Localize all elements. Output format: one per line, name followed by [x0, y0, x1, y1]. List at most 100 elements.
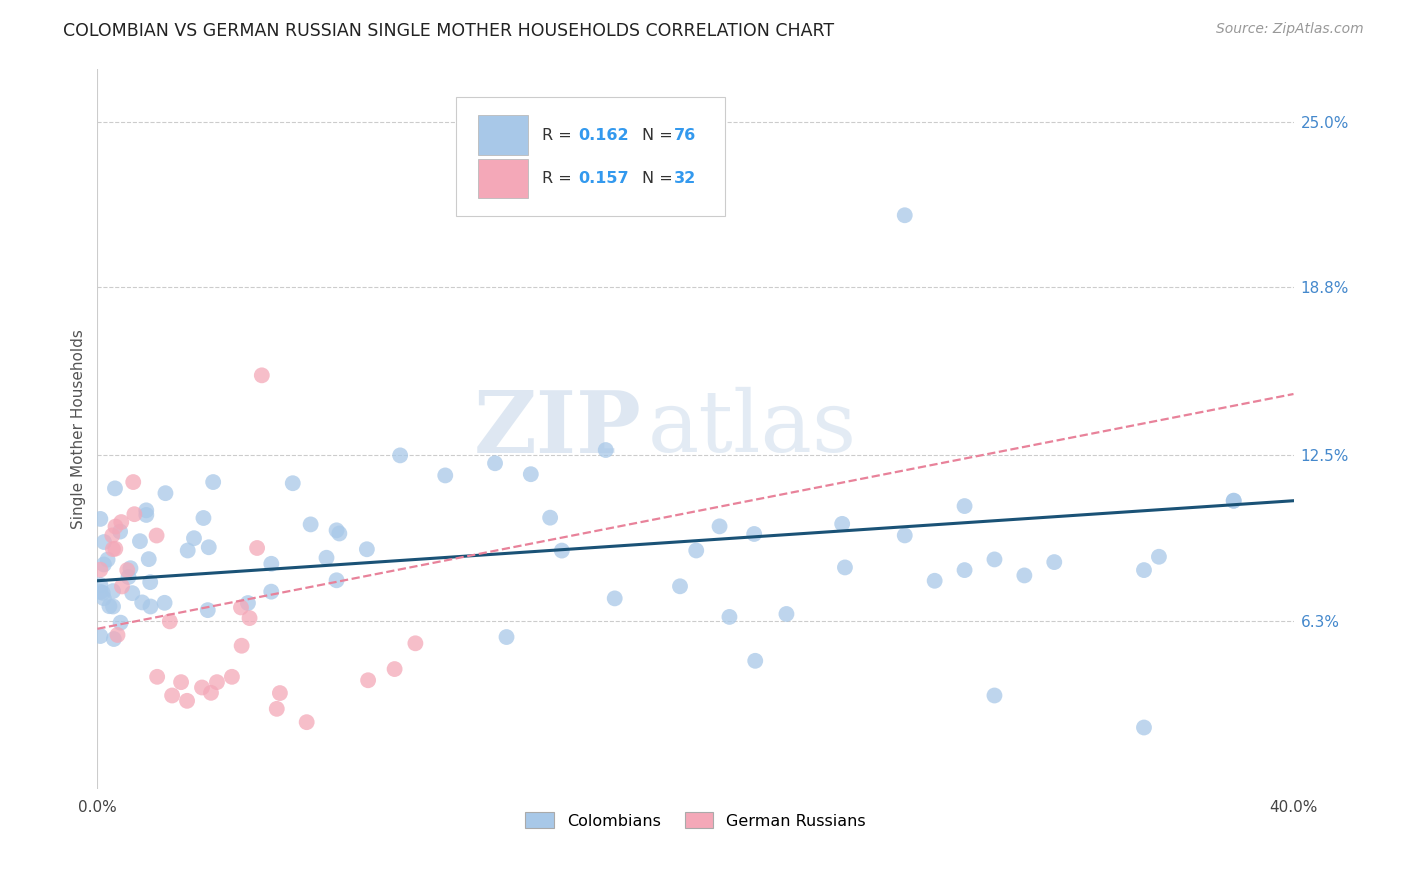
Text: 0.157: 0.157 [578, 171, 628, 186]
Point [260, 557, 283, 571]
Point [236, 596, 259, 610]
Text: N =: N = [641, 171, 678, 186]
Point [260, 584, 283, 599]
Point [117, 570, 139, 584]
Y-axis label: Single Mother Households: Single Mother Households [72, 329, 86, 529]
Point [266, 702, 288, 716]
Point [89, 629, 111, 643]
Point [742, 527, 765, 541]
Point [595, 443, 617, 458]
Point [238, 611, 260, 625]
Point [135, 503, 157, 517]
Point [110, 615, 132, 630]
Point [101, 584, 124, 599]
Point [603, 591, 626, 606]
Point [91, 586, 114, 600]
Point [231, 639, 253, 653]
Point [250, 368, 273, 383]
Point [122, 475, 145, 489]
Point [138, 552, 160, 566]
Point [709, 519, 731, 533]
Point [135, 508, 157, 522]
Point [193, 511, 215, 525]
Point [1147, 549, 1170, 564]
FancyBboxPatch shape [478, 159, 529, 198]
Point [1222, 493, 1244, 508]
Point [831, 516, 853, 531]
Text: COLOMBIAN VS GERMAN RUSSIAN SINGLE MOTHER HOUSEHOLDS CORRELATION CHART: COLOMBIAN VS GERMAN RUSSIAN SINGLE MOTHE… [63, 22, 834, 40]
Point [108, 524, 131, 539]
Point [93, 558, 115, 572]
Point [124, 507, 146, 521]
Point [93, 535, 115, 549]
Point [1043, 555, 1066, 569]
Text: ZIP: ZIP [474, 387, 641, 471]
Point [202, 475, 225, 489]
Point [170, 675, 193, 690]
Point [120, 561, 142, 575]
Point [315, 550, 337, 565]
Point [893, 208, 915, 222]
Point [197, 541, 219, 555]
Point [183, 531, 205, 545]
Point [139, 599, 162, 614]
Point [101, 542, 124, 557]
FancyBboxPatch shape [456, 97, 725, 216]
Point [97, 552, 120, 566]
Point [834, 560, 856, 574]
Point [131, 595, 153, 609]
Point [197, 603, 219, 617]
Legend: Colombians, German Russians: Colombians, German Russians [519, 806, 872, 835]
Point [191, 681, 214, 695]
Point [1133, 563, 1156, 577]
Point [953, 563, 976, 577]
Point [101, 599, 124, 614]
Point [89, 563, 111, 577]
Point [104, 519, 127, 533]
Point [551, 543, 574, 558]
Point [893, 528, 915, 542]
Point [325, 524, 347, 538]
Text: 0.162: 0.162 [578, 128, 628, 143]
Point [107, 628, 129, 642]
Point [153, 596, 176, 610]
Point [983, 552, 1005, 566]
Point [299, 517, 322, 532]
Text: Source: ZipAtlas.com: Source: ZipAtlas.com [1216, 22, 1364, 37]
Point [1133, 721, 1156, 735]
Point [384, 662, 406, 676]
Point [121, 586, 143, 600]
Point [104, 482, 127, 496]
Point [389, 449, 412, 463]
FancyBboxPatch shape [478, 115, 529, 155]
Point [89, 585, 111, 599]
Point [685, 543, 707, 558]
Point [520, 467, 543, 482]
Point [357, 673, 380, 688]
Point [89, 578, 111, 592]
Point [744, 654, 766, 668]
Point [246, 541, 269, 555]
Point [325, 574, 347, 588]
Text: 76: 76 [673, 128, 696, 143]
Point [155, 486, 177, 500]
Point [495, 630, 517, 644]
Text: 32: 32 [673, 171, 696, 186]
Point [538, 510, 561, 524]
Point [434, 468, 457, 483]
Point [775, 607, 797, 621]
Point [146, 670, 169, 684]
Text: R =: R = [543, 171, 578, 186]
Point [101, 528, 124, 542]
Point [924, 574, 946, 588]
Point [103, 632, 125, 646]
Point [983, 689, 1005, 703]
Point [110, 515, 132, 529]
Point [117, 563, 139, 577]
Point [356, 542, 378, 557]
Point [1222, 493, 1244, 508]
Point [145, 528, 167, 542]
Text: N =: N = [641, 128, 678, 143]
Point [129, 534, 152, 549]
Point [111, 579, 134, 593]
